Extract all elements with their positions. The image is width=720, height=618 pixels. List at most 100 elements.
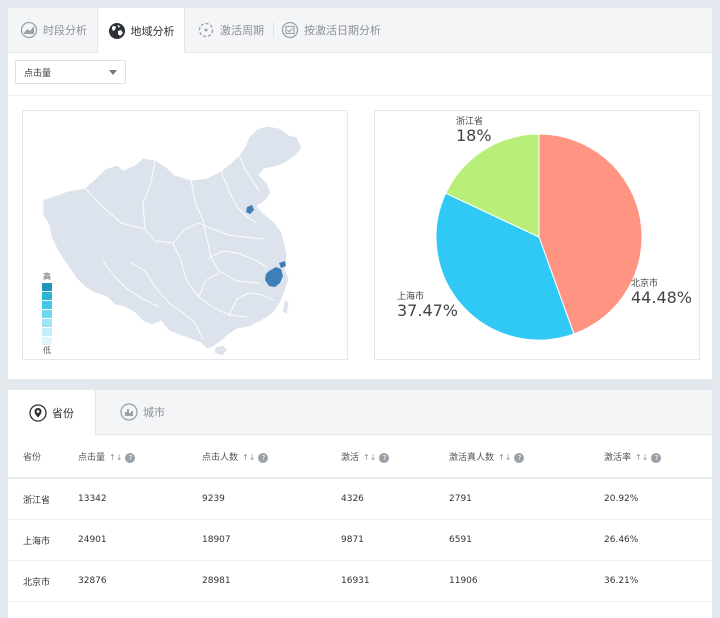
cell-click-users: 18907 <box>202 519 341 561</box>
pie-chart-box: 北京市 44.48% 上海市 37.47% 浙江省 18% <box>374 110 700 360</box>
legend-swatch <box>42 328 52 336</box>
header-activation-rate: 激活率 ↑↓? <box>604 435 712 479</box>
cell-activation-rate: 20.92% <box>604 478 712 520</box>
building-chart-icon <box>120 403 138 421</box>
header-click-users: 点击人数 ↑↓? <box>202 435 341 479</box>
province-data-table: 省份 点击量 ↑↓? 点击人数 ↑↓? 激活 ↑↓? 激活真人数 ↑↓? 激活率 ↑↓? … <box>8 435 712 602</box>
legend-swatch <box>42 310 52 318</box>
cell-clicks: 13342 <box>78 478 202 520</box>
cycle-icon <box>197 21 215 39</box>
metric-select-value: 点击量 <box>24 68 52 79</box>
legend-swatch <box>42 337 52 345</box>
zhejiang-region <box>265 267 283 287</box>
beijing-region <box>246 205 254 214</box>
shanghai-region <box>279 261 286 268</box>
cell-province: 北京市 <box>8 560 78 602</box>
header-clicks: 点击量 ↑↓? <box>78 435 202 479</box>
pie-label-percent: 18% <box>456 126 492 145</box>
pie-slice[interactable] <box>445 133 540 238</box>
globe-icon <box>108 22 126 40</box>
pie-slice[interactable] <box>538 133 643 335</box>
china-map-land <box>42 125 303 350</box>
sort-icon[interactable]: ↑↓ <box>498 452 512 462</box>
legend-low-label: 低 <box>43 346 51 355</box>
cell-real-activations: 6591 <box>449 519 604 561</box>
cell-clicks: 24901 <box>78 519 202 561</box>
cell-province: 上海市 <box>8 519 78 561</box>
pie-label-percent: 44.48% <box>631 288 693 307</box>
sort-icon[interactable]: ↑↓ <box>109 452 123 462</box>
tab-province[interactable]: 省份 <box>8 390 96 435</box>
legend-swatch <box>42 283 52 291</box>
detail-table-panel: 省份 城市 省份 点击量 ↑↓? 点击人数 ↑↓? 激活 ↑↓? 激活真人数 ↑↓? 激… <box>8 390 712 618</box>
cell-province: 浙江省 <box>8 478 78 520</box>
sort-icon[interactable]: ↑↓ <box>363 452 377 462</box>
pie-label-zhejiang: 浙江省 18% <box>456 114 492 144</box>
tab-label: 按激活日期分析 <box>304 24 381 37</box>
analysis-tab-bar: 时段分析 地域分析 激活周期 按激活日期分析 <box>8 8 712 53</box>
region-analysis-panel: 时段分析 地域分析 激活周期 按激活日期分析 点击量 <box>8 8 712 379</box>
legend-swatch <box>42 292 52 300</box>
sort-icon[interactable]: ↑↓ <box>635 452 649 462</box>
tab-label: 省份 <box>52 406 74 420</box>
tab-label: 地域分析 <box>130 24 175 38</box>
legend-swatch <box>42 319 52 327</box>
help-icon[interactable]: ? <box>514 452 525 463</box>
pie-label-percent: 37.47% <box>397 301 459 320</box>
location-pin-icon <box>29 403 47 422</box>
tab-activation-cycle[interactable]: 激活周期 <box>197 8 264 52</box>
header-activations: 激活 ↑↓? <box>341 435 449 479</box>
cell-click-users: 28981 <box>202 560 341 602</box>
china-map <box>42 125 303 357</box>
tab-label: 城市 <box>143 406 165 419</box>
cell-activations: 16931 <box>341 560 449 602</box>
header-province: 省份 <box>8 435 78 479</box>
tab-time-period[interactable]: 时段分析 <box>20 8 87 52</box>
legend-high-label: 高 <box>43 272 51 281</box>
hainan-island <box>213 344 229 357</box>
calendar-check-icon <box>281 21 299 39</box>
dimension-tab-bar: 省份 城市 <box>8 390 712 435</box>
taiwan-island <box>281 298 290 316</box>
map-color-legend: 高 低 <box>41 271 61 356</box>
cell-real-activations: 2791 <box>449 478 604 520</box>
help-icon[interactable]: ? <box>258 452 269 463</box>
divider <box>8 95 712 96</box>
help-icon[interactable]: ? <box>125 452 136 463</box>
pie-label-name: 浙江省 <box>456 117 484 127</box>
pie-label-name: 北京市 <box>631 279 659 289</box>
province-borders <box>84 154 276 340</box>
help-icon[interactable]: ? <box>379 452 390 463</box>
clock-chart-icon <box>20 21 38 39</box>
tab-activation-date[interactable]: 按激活日期分析 <box>281 8 381 52</box>
tab-city[interactable]: 城市 <box>120 390 165 434</box>
table-row: 上海市 24901 18907 9871 6591 26.46% <box>8 519 712 561</box>
chevron-down-icon <box>109 70 117 75</box>
region-pie-chart <box>435 133 643 341</box>
table-row: 北京市 32876 28981 16931 11906 36.21% <box>8 560 712 602</box>
cell-activations: 4326 <box>341 478 449 520</box>
tab-region[interactable]: 地域分析 <box>97 8 185 53</box>
tab-divider <box>273 22 274 38</box>
cell-clicks: 32876 <box>78 560 202 602</box>
cell-real-activations: 11906 <box>449 560 604 602</box>
cell-click-users: 9239 <box>202 478 341 520</box>
pie-label-beijing: 北京市 44.48% <box>631 276 692 306</box>
pie-slice[interactable] <box>435 192 575 341</box>
pie-label-name: 上海市 <box>397 292 425 302</box>
legend-swatches <box>41 283 61 345</box>
cell-activation-rate: 36.21% <box>604 560 712 602</box>
legend-swatch <box>42 301 52 309</box>
table-row: 浙江省 13342 9239 4326 2791 20.92% <box>8 478 712 520</box>
tab-label: 激活周期 <box>220 24 264 37</box>
header-real-activations: 激活真人数 ↑↓? <box>449 435 604 479</box>
cell-activation-rate: 26.46% <box>604 519 712 561</box>
help-icon[interactable]: ? <box>651 452 662 463</box>
metric-select[interactable]: 点击量 <box>15 60 126 84</box>
table-header-row: 省份 点击量 ↑↓? 点击人数 ↑↓? 激活 ↑↓? 激活真人数 ↑↓? 激活率 ↑↓? <box>8 435 712 479</box>
china-map-box: 高 低 <box>22 110 348 360</box>
pie-label-shanghai: 上海市 37.47% <box>397 289 458 319</box>
sort-icon[interactable]: ↑↓ <box>242 452 256 462</box>
tab-label: 时段分析 <box>43 24 87 37</box>
cell-activations: 9871 <box>341 519 449 561</box>
